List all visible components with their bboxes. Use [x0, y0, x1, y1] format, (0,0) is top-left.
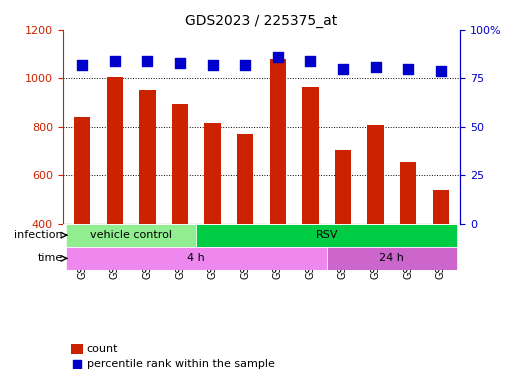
Text: infection: infection — [14, 230, 63, 240]
FancyBboxPatch shape — [66, 247, 327, 270]
Text: 24 h: 24 h — [379, 254, 404, 263]
Point — [209, 62, 217, 68]
Bar — [237, 134, 253, 320]
Bar — [172, 104, 188, 320]
Point — [111, 58, 119, 64]
Point — [404, 66, 412, 72]
Point — [143, 58, 152, 64]
Bar — [302, 87, 319, 320]
Point — [437, 68, 445, 74]
Point — [274, 54, 282, 60]
Text: percentile rank within the sample: percentile rank within the sample — [87, 358, 275, 369]
Bar — [71, 344, 83, 354]
Bar — [74, 117, 90, 320]
Point — [73, 361, 81, 367]
Bar — [204, 123, 221, 320]
Bar — [433, 190, 449, 320]
Text: vehicle control: vehicle control — [90, 230, 172, 240]
Text: 4 h: 4 h — [187, 254, 205, 263]
Bar — [270, 59, 286, 320]
Point — [371, 64, 380, 70]
Bar — [367, 125, 384, 320]
Text: time: time — [38, 254, 63, 263]
Point — [78, 62, 86, 68]
Point — [306, 58, 314, 64]
FancyBboxPatch shape — [66, 224, 196, 247]
Bar — [400, 162, 416, 320]
Title: GDS2023 / 225375_at: GDS2023 / 225375_at — [185, 13, 338, 28]
FancyBboxPatch shape — [327, 247, 457, 270]
FancyBboxPatch shape — [196, 224, 457, 247]
Point — [176, 60, 184, 66]
Text: count: count — [87, 344, 118, 354]
Bar — [107, 77, 123, 320]
Point — [241, 62, 249, 68]
Bar — [139, 90, 156, 320]
Text: RSV: RSV — [315, 230, 338, 240]
Point — [339, 66, 347, 72]
Bar — [335, 150, 351, 320]
